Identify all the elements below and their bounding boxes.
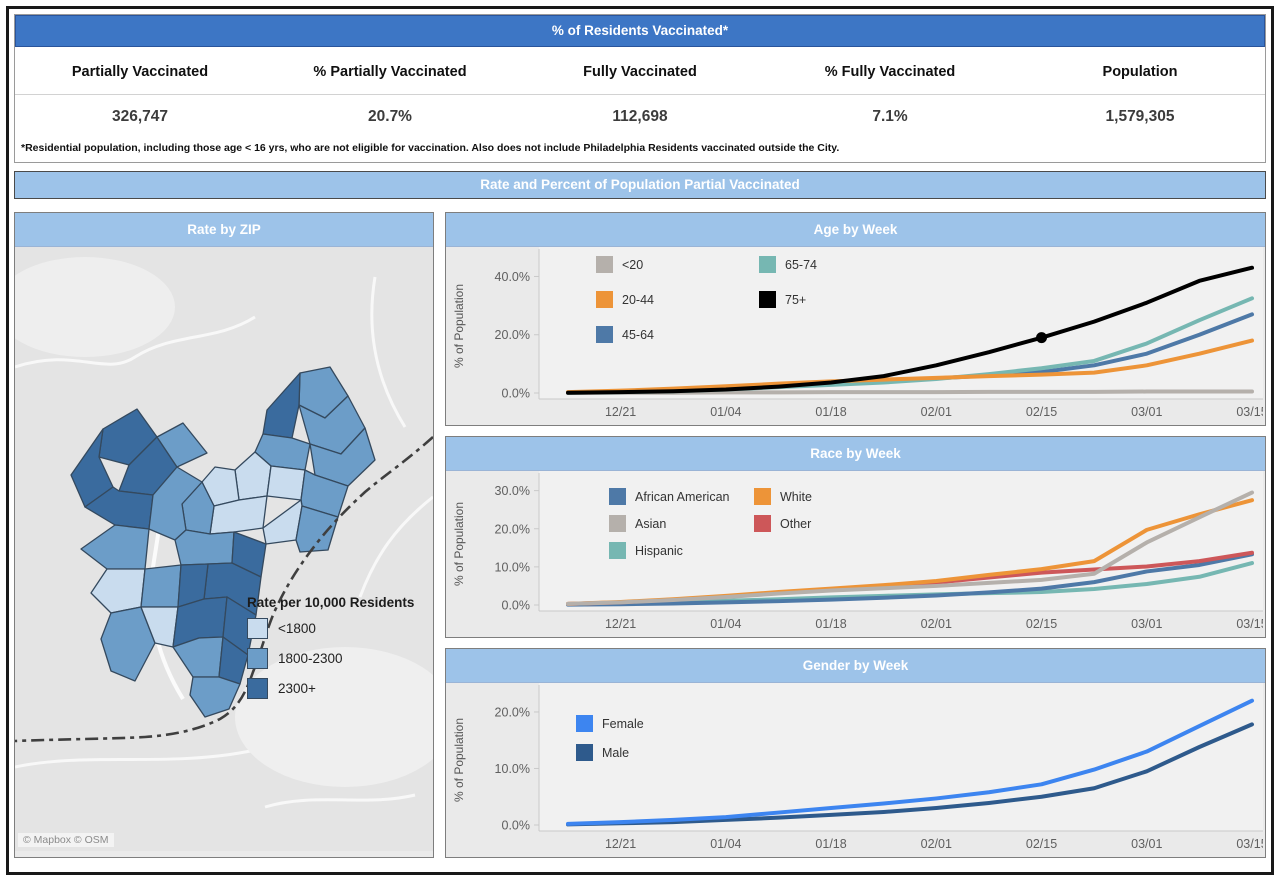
zip-polygons[interactable] — [70, 366, 376, 718]
svg-text:01/18: 01/18 — [815, 617, 846, 631]
stats-value-row: 326,747 20.7% 112,698 7.1% 1,579,305 — [15, 94, 1265, 138]
value-population: 1,579,305 — [1105, 108, 1175, 125]
svg-text:02/15: 02/15 — [1026, 405, 1057, 419]
svg-text:0.0%: 0.0% — [502, 819, 531, 833]
dashboard-page: % of Residents Vaccinated* Partially Vac… — [6, 6, 1274, 875]
svg-text:20.0%: 20.0% — [495, 522, 530, 536]
svg-text:20.0%: 20.0% — [495, 328, 530, 342]
col-header-pct-partially-vaccinated: % Partially Vaccinated — [313, 64, 467, 80]
svg-text:02/15: 02/15 — [1026, 837, 1057, 851]
charts-column: Age by Week 0.0% 20.0% 40.0% % of Populatio… — [445, 212, 1266, 858]
col-header-fully-vaccinated: Fully Vaccinated — [583, 64, 697, 80]
col-header-pct-fully-vaccinated: % Fully Vaccinated — [824, 64, 956, 80]
svg-text:10.0%: 10.0% — [495, 762, 530, 776]
map-legend-label: 1800-2300 — [278, 651, 343, 666]
section-title-residents-vaccinated: % of Residents Vaccinated* — [15, 15, 1265, 47]
col-header-population: Population — [1102, 64, 1178, 80]
svg-text:30.0%: 30.0% — [495, 484, 530, 498]
age-by-week-title: Age by Week — [446, 213, 1265, 247]
map-legend-title: Rate per 10,000 Residents — [247, 595, 415, 610]
col-header-partially-vaccinated: Partially Vaccinated — [71, 64, 209, 80]
population-footnote: *Residential population, including those… — [21, 142, 840, 154]
value-pct-partially-vaccinated: 20.7% — [368, 108, 412, 125]
svg-text:12/21: 12/21 — [605, 837, 636, 851]
svg-text:12/21: 12/21 — [605, 405, 636, 419]
legend-swatch-light-blue — [247, 618, 268, 639]
race-by-week-title: Race by Week — [446, 437, 1265, 471]
map-legend: Rate per 10,000 Residents <1800 1800-230… — [247, 595, 414, 708]
section-title-partial-vaccinated: Rate and Percent of Population Partial V… — [14, 171, 1266, 199]
svg-text:01/18: 01/18 — [815, 837, 846, 851]
value-fully-vaccinated: 112,698 — [612, 108, 668, 125]
svg-text:03/15: 03/15 — [1236, 617, 1263, 631]
svg-text:12/21: 12/21 — [605, 617, 636, 631]
svg-text:01/04: 01/04 — [710, 617, 741, 631]
svg-text:02/15: 02/15 — [1026, 617, 1057, 631]
svg-text:03/15: 03/15 — [1236, 405, 1263, 419]
gender-by-week-title: Gender by Week — [446, 649, 1265, 683]
gender-by-week-panel: Gender by Week 0.0% 10.0% 20.0% % of Popula… — [445, 648, 1266, 858]
svg-text:02/01: 02/01 — [921, 837, 952, 851]
svg-text:% of Population: % of Population — [452, 502, 466, 586]
philadelphia-zip-map[interactable]: Rate per 10,000 Residents <1800 1800-230… — [15, 247, 433, 851]
age-by-week-panel: Age by Week 0.0% 20.0% 40.0% % of Populatio… — [445, 212, 1266, 426]
value-pct-fully-vaccinated: 7.1% — [872, 108, 908, 125]
race-by-week-chart[interactable]: 0.0% 10.0% 20.0% 30.0% % of Population 12/21 0… — [446, 471, 1263, 637]
svg-text:02/01: 02/01 — [921, 405, 952, 419]
map-legend-item-2300plus[interactable]: 2300+ — [247, 678, 414, 699]
legend-swatch-dark-blue — [247, 678, 268, 699]
svg-text:01/04: 01/04 — [710, 837, 741, 851]
svg-text:10.0%: 10.0% — [495, 560, 530, 574]
svg-text:40.0%: 40.0% — [495, 270, 530, 284]
map-legend-item-1800-2300[interactable]: 1800-2300 — [247, 648, 414, 669]
value-partially-vaccinated: 326,747 — [111, 108, 169, 125]
age-by-week-chart[interactable]: 0.0% 20.0% 40.0% % of Population 12/21 01/04 0… — [446, 247, 1263, 425]
choropleth-map-svg[interactable] — [15, 247, 433, 851]
svg-text:% of Population: % of Population — [452, 718, 466, 802]
rate-by-zip-panel: Rate by ZIP — [14, 212, 434, 858]
svg-text:03/01: 03/01 — [1131, 405, 1162, 419]
svg-text:0.0%: 0.0% — [502, 599, 531, 613]
gender-by-week-chart[interactable]: 0.0% 10.0% 20.0% % of Population 12/21 01/04 0… — [446, 683, 1263, 857]
basemap-patch — [15, 257, 175, 357]
svg-text:02/01: 02/01 — [921, 617, 952, 631]
map-legend-label: <1800 — [278, 621, 316, 636]
map-legend-label: 2300+ — [278, 681, 316, 696]
svg-text:03/01: 03/01 — [1131, 617, 1162, 631]
svg-text:03/15: 03/15 — [1236, 837, 1263, 851]
state-boundary-line — [15, 436, 433, 743]
map-attribution[interactable]: © Mapbox © OSM — [18, 833, 114, 847]
legend-swatch-medium-blue — [247, 648, 268, 669]
basemap-patch — [235, 647, 433, 787]
svg-text:01/18: 01/18 — [815, 405, 846, 419]
svg-text:0.0%: 0.0% — [502, 387, 531, 401]
svg-text:01/04: 01/04 — [710, 405, 741, 419]
dashboard-content: Rate by ZIP — [14, 212, 1266, 858]
svg-text:03/01: 03/01 — [1131, 837, 1162, 851]
stats-header-row: Partially Vaccinated % Partially Vaccina… — [15, 47, 1265, 94]
rate-by-zip-title: Rate by ZIP — [15, 213, 433, 247]
residents-vaccinated-section: % of Residents Vaccinated* Partially Vac… — [14, 14, 1266, 163]
map-legend-item-lt1800[interactable]: <1800 — [247, 618, 414, 639]
svg-text:20.0%: 20.0% — [495, 705, 530, 719]
race-by-week-panel: Race by Week 0.0% 10.0% 20.0% 30.0% % of Pop… — [445, 436, 1266, 638]
svg-text:% of Population: % of Population — [452, 284, 466, 368]
